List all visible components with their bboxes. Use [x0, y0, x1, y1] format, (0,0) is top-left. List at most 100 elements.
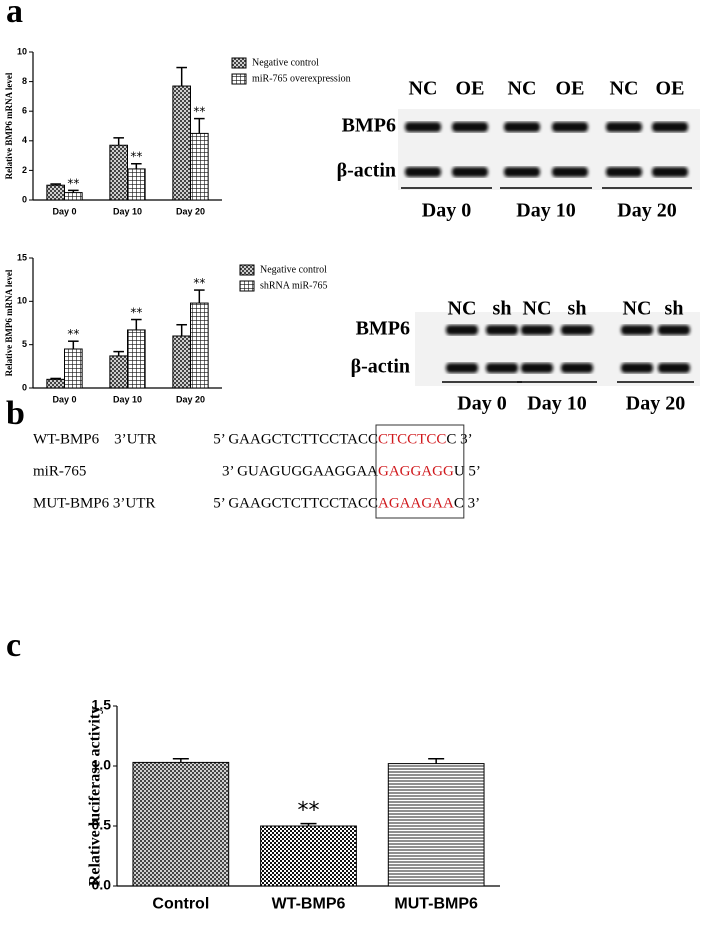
group-label: Day 0: [422, 200, 471, 222]
bar: [260, 825, 357, 887]
error-bar: [176, 66, 187, 87]
group-label: Day 20: [626, 393, 685, 415]
blot-band: [552, 122, 588, 132]
blot-band: [606, 167, 642, 177]
lane-label: sh: [493, 298, 512, 320]
panel-label: b: [6, 395, 25, 432]
blot-band: [621, 325, 653, 335]
error-bar: [172, 758, 189, 763]
lane-label: NC: [508, 78, 537, 100]
bar: [64, 192, 83, 201]
error-bar: [68, 340, 79, 349]
bar: [127, 168, 146, 201]
sequence-prefix: 5’ GAAGCTCTTCCTACC: [213, 495, 378, 511]
y-tick-label: 4: [22, 135, 27, 145]
legend-label: miR-765 overexpression: [252, 73, 351, 84]
group-label: Day 20: [617, 200, 676, 222]
blot-band: [452, 167, 488, 177]
error-bar: [50, 377, 61, 380]
blot-background: [415, 312, 700, 386]
y-tick-label: 0.0: [92, 877, 112, 893]
blot-band: [504, 122, 540, 132]
blot-band: [521, 363, 553, 373]
binding-site: AGAAGAA: [378, 495, 454, 511]
bar: [132, 761, 230, 887]
lane-label: NC: [610, 78, 639, 100]
bar: [64, 348, 83, 389]
sequence-suffix: C 3’: [454, 495, 480, 511]
y-tick-label: 15: [17, 252, 27, 262]
blot-band: [658, 363, 690, 373]
error-bar: [131, 162, 142, 169]
error-bar: [176, 323, 187, 336]
lane-label: sh: [568, 298, 587, 320]
significance: **: [67, 327, 79, 341]
bar: [46, 378, 65, 389]
bar: [172, 85, 191, 201]
significance: **: [193, 105, 205, 119]
binding-site: GAGGAGG: [378, 463, 454, 479]
lane-label: sh: [665, 298, 684, 320]
y-axis-label: Relative BMP6 mRNA level: [4, 269, 14, 376]
blot-band: [446, 325, 478, 335]
panel-label: a: [6, 0, 23, 30]
legend-swatch: [231, 57, 247, 69]
sequence-label: MUT-BMP6 3’UTR: [33, 495, 155, 511]
lane-label: NC: [523, 298, 552, 320]
binding-site: CTCCTCC: [378, 431, 446, 447]
x-tick-label: Day 0: [52, 394, 76, 404]
bar: [46, 184, 65, 201]
error-bar: [68, 189, 79, 193]
blot-band: [405, 122, 441, 132]
legend-swatch: [239, 264, 255, 276]
x-tick-label: Day 20: [176, 394, 205, 404]
y-tick-label: 10: [17, 46, 27, 56]
error-bar: [194, 289, 205, 304]
error-bar: [131, 318, 142, 330]
row-label: BMP6: [342, 115, 396, 137]
site-box: [375, 424, 465, 519]
panel-label: c: [6, 627, 21, 664]
y-tick-label: 0: [22, 382, 27, 392]
blot-band: [552, 167, 588, 177]
y-tick-label: 1.0: [92, 757, 112, 773]
lane-label: NC: [623, 298, 652, 320]
y-tick-label: 2: [22, 165, 27, 175]
y-axis-label: Relative luciferase activity: [87, 706, 104, 886]
error-bar: [50, 183, 61, 186]
blot-band: [652, 122, 688, 132]
x-tick-label: Day 20: [176, 206, 205, 216]
blot-band: [658, 325, 690, 335]
blot-band: [405, 167, 441, 177]
lane-label: NC: [409, 78, 438, 100]
bar: [109, 144, 128, 201]
y-tick-label: 0: [22, 194, 27, 204]
x-tick-label: Day 10: [113, 394, 142, 404]
lane-label: OE: [456, 78, 485, 100]
x-tick-label: WT-BMP6: [272, 896, 346, 913]
sequence-suffix: C 3’: [446, 431, 472, 447]
legend-swatch: [239, 280, 255, 292]
significance: **: [130, 305, 142, 319]
legend-label: shRNA miR-765: [260, 280, 328, 291]
blot-band: [446, 363, 478, 373]
x-tick-label: Control: [152, 896, 209, 913]
significance: **: [193, 276, 205, 290]
blot-band: [486, 325, 518, 335]
group-label: Day 0: [457, 393, 506, 415]
significance: **: [298, 799, 320, 824]
error-bar: [113, 350, 124, 356]
bar: [190, 132, 209, 201]
legend-swatch: [231, 73, 247, 85]
y-tick-label: 6: [22, 106, 27, 116]
blot-band: [452, 122, 488, 132]
y-tick-label: 10: [17, 296, 27, 306]
group-label: Day 10: [516, 200, 575, 222]
y-axis-label: Relative BMP6 mRNA level: [4, 72, 14, 179]
lane-label: NC: [448, 298, 477, 320]
y-tick-label: 8: [22, 76, 27, 86]
bar: [127, 329, 146, 389]
x-tick-label: MUT-BMP6: [394, 896, 478, 913]
sequence-suffix: U 5’: [454, 463, 481, 479]
